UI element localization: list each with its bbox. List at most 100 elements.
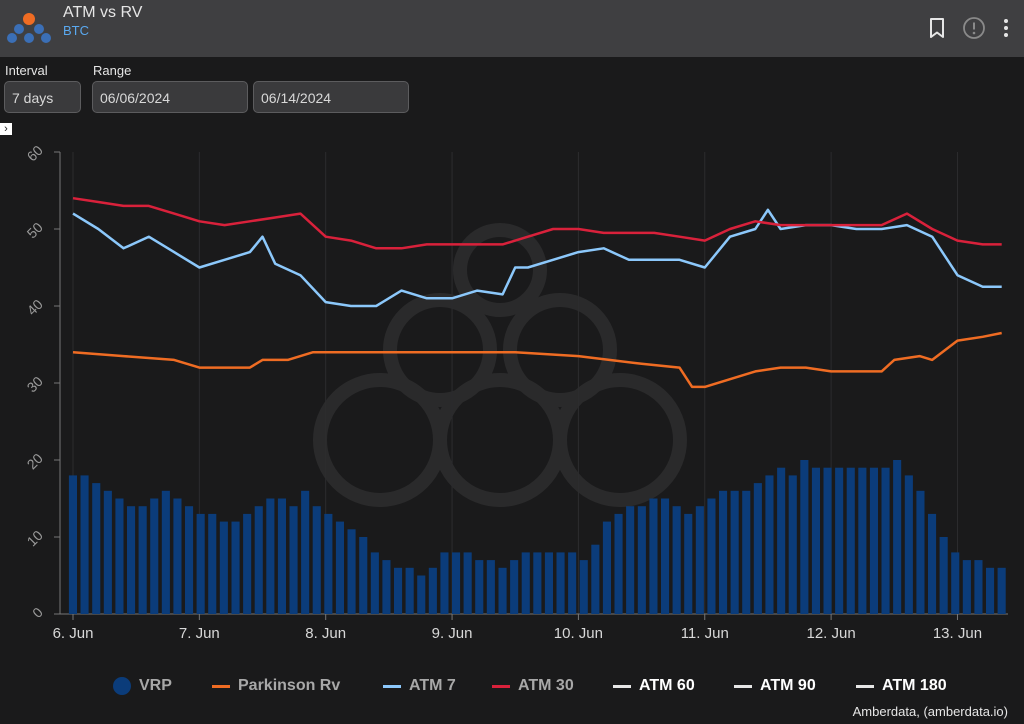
vrp-bar (637, 506, 646, 614)
vrp-bar (556, 552, 565, 614)
vrp-bar (893, 460, 902, 614)
amberdata-logo-icon (7, 13, 51, 43)
vrp-bar (161, 490, 170, 614)
series-line-atm-7 (72, 208, 1002, 308)
y-tick-label: 20 (24, 450, 46, 472)
vrp-bar (103, 490, 112, 614)
vrp-bar (452, 552, 461, 614)
legend-label: ATM 30 (518, 677, 574, 694)
y-tick-label: 60 (24, 142, 46, 164)
x-tick-label: 7. Jun (179, 625, 220, 642)
legend-marker-line (613, 684, 631, 688)
vrp-bar (498, 567, 507, 614)
vrp-bar (823, 467, 832, 614)
interval-select[interactable]: 7 days (4, 81, 81, 113)
vrp-bar (684, 513, 693, 614)
vrp-bar (568, 552, 577, 614)
vrp-bar (359, 537, 368, 614)
vrp-bar (92, 483, 101, 614)
range-start-input[interactable]: 06/06/2024 (92, 81, 248, 113)
vrp-bar (881, 467, 890, 614)
vrp-bar (521, 552, 530, 614)
atm-vs-rv-chart: 6. Jun 7. Jun 8. Jun 9. Jun 10. Jun 11. Jun 12… (24, 142, 1008, 642)
vrp-bar (394, 567, 403, 614)
legend-item-parkinson-rv[interactable]: Parkinson Rv (212, 676, 340, 696)
watermark-ring (433, 373, 567, 507)
legend-item-vrp[interactable]: VRP (113, 676, 172, 696)
vrp-bar (231, 521, 240, 614)
vrp-bar (602, 521, 611, 614)
vrp-bar (486, 560, 495, 614)
x-tick-label: 8. Jun (305, 625, 346, 642)
vrp-bar (846, 467, 855, 614)
vrp-bar (475, 560, 484, 614)
legend-marker-circle (113, 677, 131, 695)
vrp-bar (672, 506, 681, 614)
x-tick-label: 9. Jun (432, 625, 473, 642)
vrp-bar (788, 475, 797, 614)
vrp-bar (277, 498, 286, 614)
watermark-ring (313, 373, 447, 507)
vrp-bar (115, 498, 124, 614)
x-tick-label: 11. Jun (681, 625, 729, 642)
x-tick-label: 10. Jun (554, 625, 603, 642)
more-vertical-icon[interactable] (1000, 16, 1012, 40)
y-tick-label: 30 (24, 373, 46, 395)
vrp-bar (916, 490, 925, 614)
vrp-bar (626, 506, 635, 614)
vrp-bar (707, 498, 716, 614)
legend-label: ATM 90 (760, 677, 816, 694)
legend-item-atm-180[interactable]: ATM 180 (856, 676, 947, 696)
legend-label: ATM 60 (639, 677, 695, 694)
vrp-bar (127, 506, 136, 614)
vrp-bar (405, 567, 414, 614)
vrp-bar (138, 506, 147, 614)
vrp-bar (80, 475, 89, 614)
legend-label: ATM 180 (882, 677, 947, 694)
vrp-bar (974, 560, 983, 614)
x-tick-label: 12. Jun (806, 625, 855, 642)
watermark-ring (553, 373, 687, 507)
chart-credit: Amberdata, (amberdata.io) (852, 704, 1008, 719)
legend-item-atm-7[interactable]: ATM 7 (383, 676, 456, 696)
app-header: ATM vs RV BTC (0, 0, 1024, 57)
vrp-bar (997, 567, 1006, 614)
legend-marker-line (492, 684, 510, 688)
expand-chevron-icon[interactable]: › (0, 123, 12, 135)
legend-item-atm-30[interactable]: ATM 30 (492, 676, 574, 696)
page-subtitle: BTC (63, 23, 89, 38)
vrp-bar (68, 475, 77, 614)
vrp-bar (173, 498, 182, 614)
legend-marker-line (856, 684, 874, 688)
x-tick-label: 6. Jun (53, 625, 94, 642)
vrp-bar (765, 475, 774, 614)
vrp-bar (266, 498, 275, 614)
vrp-bar (579, 560, 588, 614)
vrp-bar (742, 490, 751, 614)
y-tick-label: 0 (29, 604, 46, 621)
vrp-bar (614, 513, 623, 614)
vrp-bar (869, 467, 878, 614)
y-tick-label: 10 (24, 527, 46, 549)
legend-item-atm-90[interactable]: ATM 90 (734, 676, 816, 696)
vrp-bar (440, 552, 449, 614)
vrp-bar (382, 560, 391, 614)
vrp-bar (335, 521, 344, 614)
vrp-bar (243, 513, 252, 614)
page-title: ATM vs RV (63, 4, 143, 21)
alert-info-icon[interactable] (962, 16, 986, 40)
vrp-bar (324, 513, 333, 614)
legend-item-atm-60[interactable]: ATM 60 (613, 676, 695, 696)
bookmark-icon[interactable] (925, 16, 949, 40)
vrp-bar (777, 467, 786, 614)
vrp-bar (858, 467, 867, 614)
legend-label: Parkinson Rv (238, 677, 341, 694)
vrp-bar (811, 467, 820, 614)
vrp-bar (661, 498, 670, 614)
range-end-input[interactable]: 06/14/2024 (253, 81, 409, 113)
vrp-bar (150, 498, 159, 614)
legend-marker-line (212, 684, 230, 688)
vrp-bar (695, 506, 704, 614)
watermark-logo (313, 223, 687, 507)
vrp-bar (463, 552, 472, 614)
